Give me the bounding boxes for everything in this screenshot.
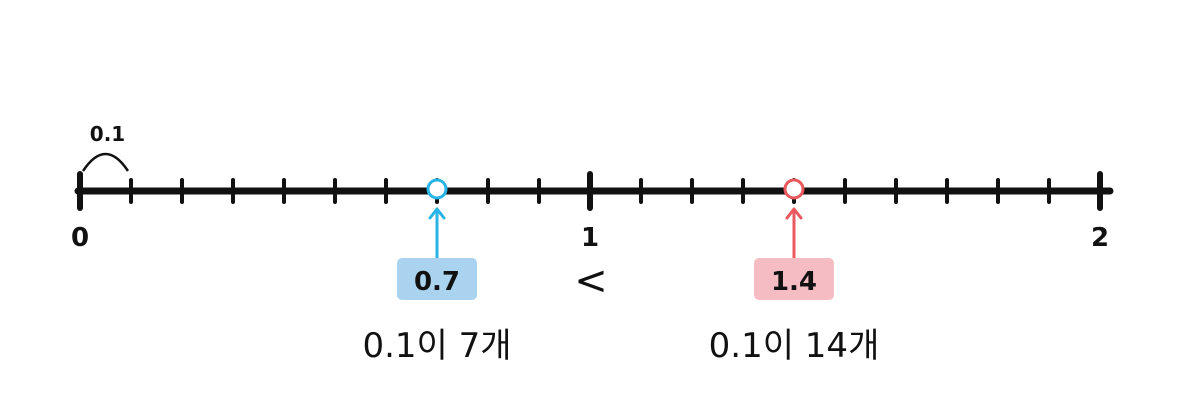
marker-arrow-head bbox=[785, 207, 803, 220]
marker-point bbox=[783, 178, 805, 200]
comparison-symbol: < bbox=[574, 258, 608, 304]
marker-point bbox=[426, 178, 448, 200]
marker-value-label: 0.7 bbox=[414, 267, 460, 297]
tick-label-1: 1 bbox=[581, 223, 599, 253]
marker-2: 1.4 0.1이 14개 bbox=[709, 178, 880, 366]
marker-value-box bbox=[397, 258, 477, 300]
marker-value-label: 1.4 bbox=[771, 267, 817, 297]
marker-arrow-head bbox=[428, 207, 446, 220]
marker-caption: 0.1이 14개 bbox=[709, 326, 880, 366]
interval-arc bbox=[81, 152, 130, 172]
marker-caption: 0.1이 7개 bbox=[362, 326, 511, 366]
interval-label: 0.1 bbox=[90, 122, 125, 146]
tick-label-0: 0 bbox=[71, 223, 89, 253]
marker-value-box bbox=[754, 258, 834, 300]
tick-label-2: 2 bbox=[1091, 223, 1109, 253]
marker-1: 0.7 0.1이 7개 bbox=[362, 178, 512, 366]
